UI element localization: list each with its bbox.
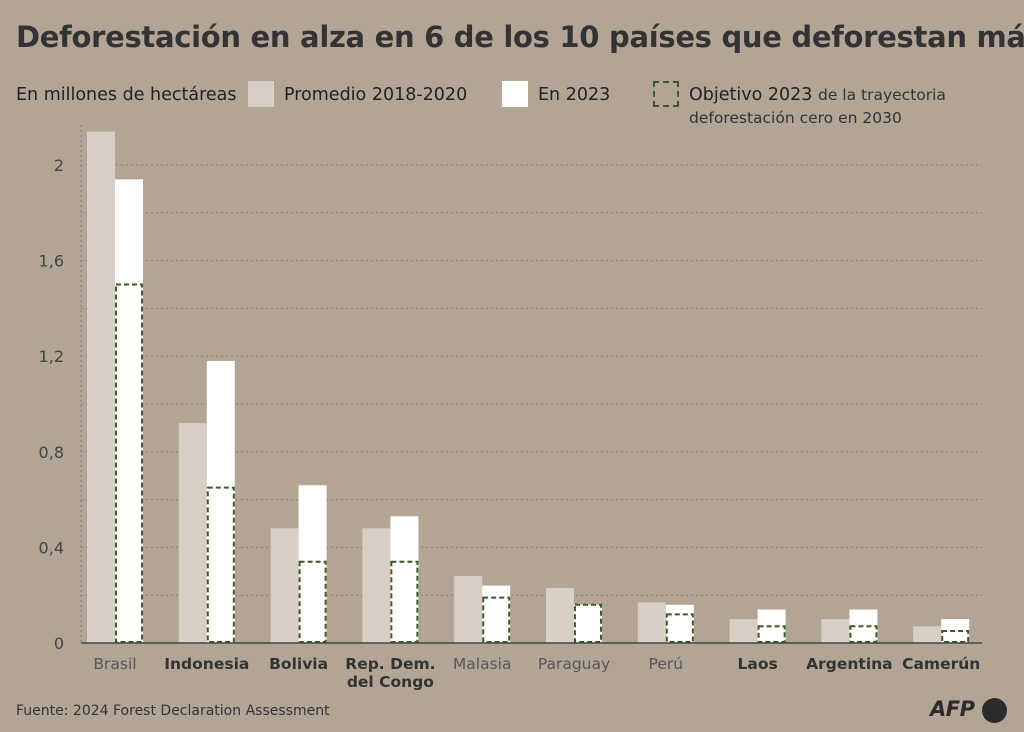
legend-target-sub-2: deforestación cero en 2030 bbox=[689, 109, 902, 127]
bar-target-2023 bbox=[849, 625, 878, 644]
x-category-label: Paraguay bbox=[538, 655, 610, 673]
bar-avg-2018-2020 bbox=[87, 131, 115, 644]
bar-avg-2018-2020 bbox=[913, 626, 942, 643]
bar-target-2023 bbox=[941, 630, 970, 643]
x-category-label: Camerún bbox=[902, 655, 980, 673]
bar-target-2023 bbox=[115, 283, 143, 643]
legend-2023-swatch bbox=[502, 81, 528, 107]
x-category-label: Brasil bbox=[93, 655, 136, 673]
unit-label: En millones de hectáreas bbox=[16, 85, 237, 105]
bar-avg-2018-2020 bbox=[362, 528, 391, 643]
bar-chart: 0 0,4 0,8 1,2 1,6 2 Brasil Indonesia Bolivia Rep.… bbox=[39, 125, 982, 691]
y-tick-label: 2 bbox=[54, 156, 64, 175]
legend-target-sub-1: de la trayectoria bbox=[817, 86, 946, 104]
bar-target-2023 bbox=[665, 613, 694, 644]
bar-target-2023 bbox=[206, 486, 235, 643]
y-tick-label: 1,2 bbox=[39, 347, 64, 366]
x-category-label: Indonesia bbox=[164, 655, 249, 673]
x-category-label: Malasia bbox=[453, 655, 512, 673]
bar-2023 bbox=[206, 360, 235, 643]
x-category-label: del Congo bbox=[347, 673, 434, 691]
bar-avg-2018-2020 bbox=[178, 423, 207, 643]
bar-avg-2018-2020 bbox=[637, 602, 666, 643]
bar-avg-2018-2020 bbox=[546, 588, 574, 643]
bar-target-2023 bbox=[574, 603, 602, 644]
legend-target-title: Objetivo 2023 bbox=[689, 85, 813, 105]
afp-logo-text: AFP bbox=[930, 697, 975, 721]
bar-2023 bbox=[298, 485, 327, 643]
x-category-label: Rep. Dem. bbox=[345, 655, 435, 673]
bar-target-2023 bbox=[390, 560, 419, 643]
bar-2023 bbox=[665, 604, 694, 643]
legend-target-swatch bbox=[653, 81, 679, 107]
legend-target-label: Objetivo 2023 de la trayectoria bbox=[689, 85, 946, 105]
x-category-label: Laos bbox=[737, 655, 777, 673]
legend-avg-label: Promedio 2018-2020 bbox=[284, 85, 468, 105]
x-category-label: Bolivia bbox=[269, 655, 328, 673]
bar-avg-2018-2020 bbox=[454, 576, 483, 643]
chart-title: Deforestación en alza en 6 de los 10 paí… bbox=[16, 20, 1024, 54]
bar-2023 bbox=[115, 179, 143, 643]
bar-2023 bbox=[574, 604, 602, 643]
bar-2023 bbox=[482, 585, 511, 643]
y-tick-label: 0,8 bbox=[39, 443, 64, 462]
y-tick-label: 0 bbox=[54, 634, 64, 653]
bar-target-2023 bbox=[482, 596, 511, 644]
bar-target-2023 bbox=[757, 625, 786, 644]
afp-logo-dot bbox=[982, 698, 1007, 723]
x-category-label: Perú bbox=[649, 655, 684, 673]
bar-2023 bbox=[390, 516, 419, 643]
bar-avg-2018-2020 bbox=[821, 619, 850, 643]
legend-2023-label: En 2023 bbox=[538, 85, 611, 105]
y-tick-label: 1,6 bbox=[39, 252, 64, 271]
bar-avg-2018-2020 bbox=[729, 619, 758, 643]
source-note: Fuente: 2024 Forest Declaration Assessme… bbox=[16, 703, 330, 719]
bar-avg-2018-2020 bbox=[270, 528, 299, 643]
x-category-label: Argentina bbox=[806, 655, 893, 673]
legend-avg-swatch bbox=[248, 81, 274, 107]
y-tick-label: 0,4 bbox=[39, 538, 64, 557]
bar-target-2023 bbox=[298, 560, 327, 643]
